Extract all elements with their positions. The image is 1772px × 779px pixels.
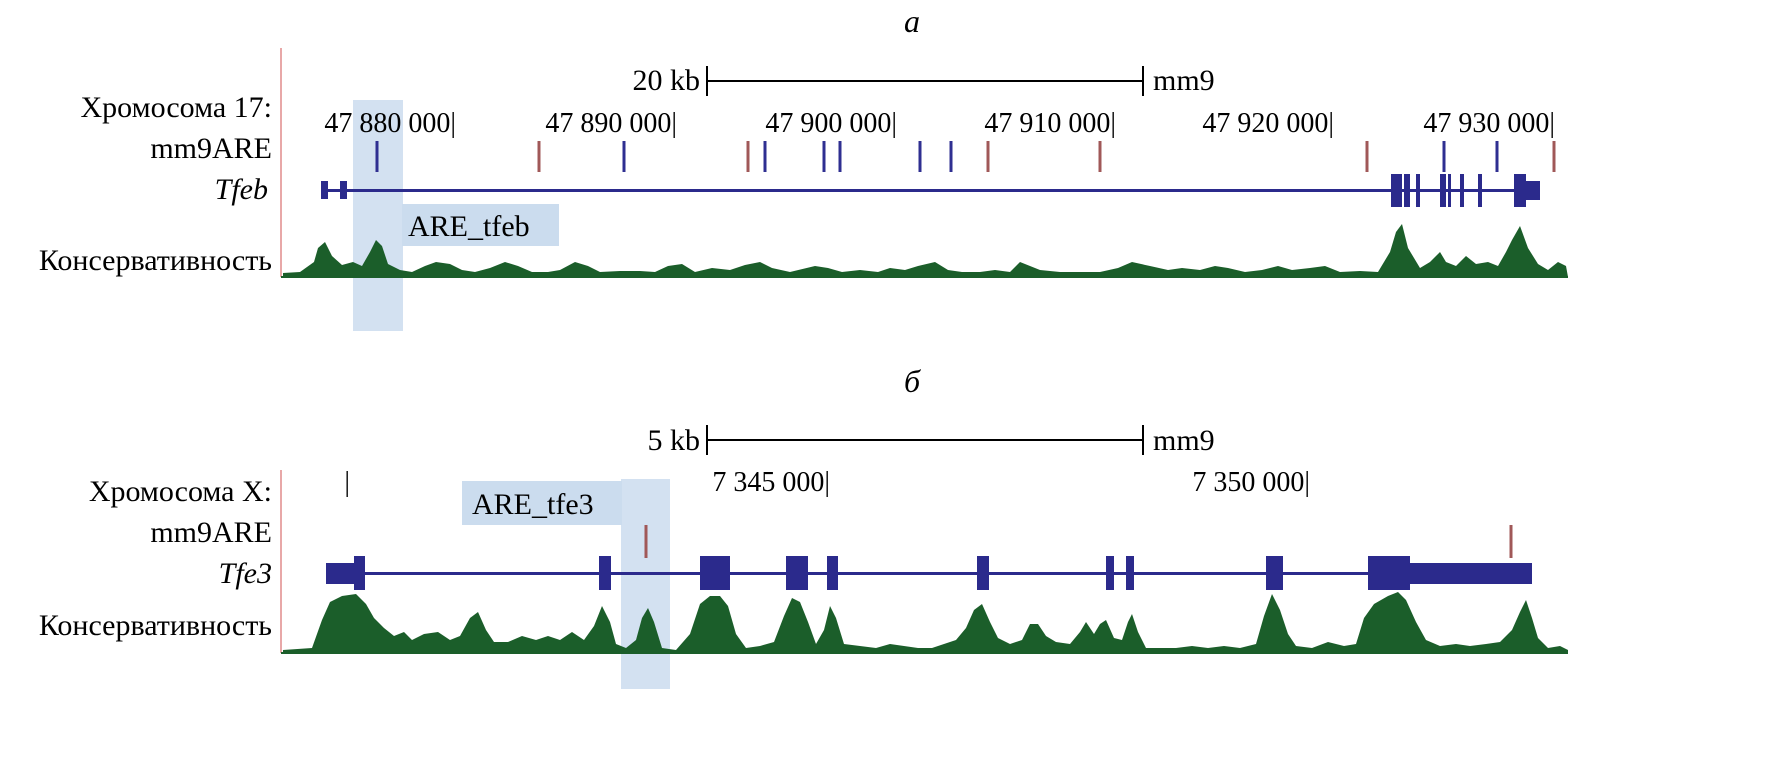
gene-intron-line xyxy=(326,572,1532,575)
panel-a-are-track xyxy=(375,141,1556,172)
panel-b-coord-tick: 7 350 000| xyxy=(1192,467,1310,498)
panel-b-conservation-track xyxy=(283,592,1568,653)
gene-intron-line xyxy=(322,189,1540,192)
panel-b-chromosome-label: Хромосома X: xyxy=(89,475,272,508)
gene-exon xyxy=(1391,174,1402,207)
panel-a-coord-tick: 47 900 000| xyxy=(765,108,897,139)
gene-exon-utr xyxy=(1526,181,1540,200)
panel-b-highlight-label-box xyxy=(462,481,622,525)
panel-b-assembly: mm9 xyxy=(1153,424,1215,457)
panel-b-gene-label: Tfe3 xyxy=(219,557,272,590)
panel-a-scale-label: 20 kb xyxy=(633,64,701,97)
gene-exon xyxy=(1460,174,1464,207)
panel-a-conservation-label: Консервативность xyxy=(39,244,272,277)
gene-exon xyxy=(1440,174,1446,207)
gene-exon-utr xyxy=(1408,563,1532,584)
gene-exon-utr xyxy=(326,563,356,584)
panel-a-coordinates: 47 880 000| 47 890 000| 47 900 000| 47 9… xyxy=(324,108,1555,139)
gene-exon xyxy=(599,556,611,590)
panel-b-coordinates: | 7 345 000| 7 350 000| xyxy=(344,467,1310,498)
panel-a-coord-tick: 47 890 000| xyxy=(545,108,677,139)
gene-exon xyxy=(1106,556,1114,590)
panel-a-highlight-region xyxy=(353,100,403,331)
gene-exon xyxy=(1448,174,1451,207)
panel-a-gene-model xyxy=(321,174,1540,207)
gene-exon xyxy=(786,556,808,590)
gene-exon xyxy=(1404,174,1410,207)
gene-exon xyxy=(1416,174,1420,207)
gene-exon xyxy=(1126,556,1134,590)
gene-exon xyxy=(1266,556,1283,590)
gene-exon xyxy=(340,181,347,199)
panel-a-conservation-track xyxy=(283,224,1568,277)
gene-exon xyxy=(321,181,328,199)
gene-exon xyxy=(354,556,365,590)
panel-b-are-track xyxy=(644,525,1513,558)
panel-b-coord-tick: | xyxy=(344,467,350,498)
panel-a-highlight-label: ARE_tfeb xyxy=(408,210,530,243)
panel-b-gene-model xyxy=(326,556,1532,590)
panel-b-letter: б xyxy=(904,363,921,399)
panel-b-coord-tick: 7 345 000| xyxy=(712,467,830,498)
panel-a-letter: а xyxy=(904,3,920,39)
panel-a-coord-tick: 47 880 000| xyxy=(324,108,456,139)
gene-exon xyxy=(700,556,730,590)
gene-exon xyxy=(1368,556,1410,590)
panel-b-scale-bar: 5 kb mm9 xyxy=(648,424,1215,457)
panel-a-assembly: mm9 xyxy=(1153,64,1215,97)
gene-exon xyxy=(1514,174,1526,207)
gene-exon xyxy=(977,556,989,590)
panel-b-highlight-region xyxy=(621,479,670,689)
panel-a-gene-label: Tfeb xyxy=(215,173,268,206)
panel-a-are-label: mm9ARE xyxy=(150,132,272,165)
panel-a-coord-tick: 47 930 000| xyxy=(1423,108,1555,139)
panel-b-highlight-label: ARE_tfe3 xyxy=(472,488,594,521)
gene-exon xyxy=(827,556,838,590)
panel-a-coord-tick: 47 920 000| xyxy=(1202,108,1334,139)
gene-exon xyxy=(1478,174,1482,207)
panel-a-coord-tick: 47 910 000| xyxy=(984,108,1116,139)
panel-a-highlight-label-box xyxy=(402,204,559,246)
panel-b-conservation-label: Консервативность xyxy=(39,609,272,642)
panel-b-scale-label: 5 kb xyxy=(648,424,701,457)
panel-a-chromosome-label: Хромосома 17: xyxy=(81,91,273,124)
panel-b: б 5 kb mm9 ARE_tfe3 Хромосома X: mm9ARE … xyxy=(39,363,1568,689)
panel-a-scale-bar: 20 kb mm9 xyxy=(633,64,1215,97)
panel-b-are-label: mm9ARE xyxy=(150,516,272,549)
panel-a: а 20 kb mm9 ARE_tfeb Хромосома 17: mm9AR… xyxy=(39,3,1568,331)
